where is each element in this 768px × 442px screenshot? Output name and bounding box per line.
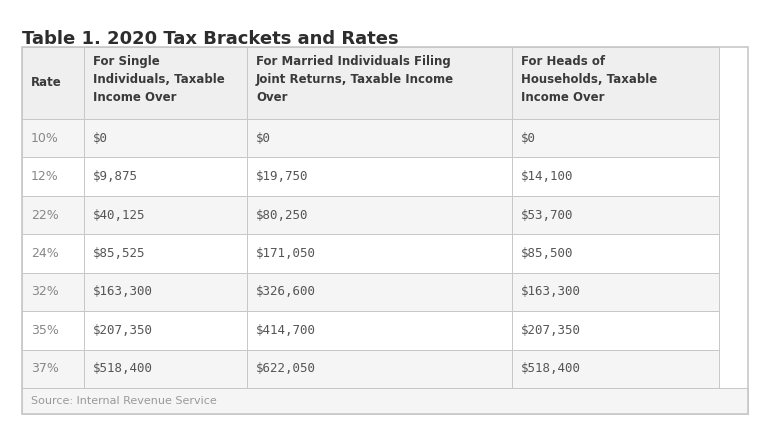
Bar	[84, 311, 247, 350]
Text: $0: $0	[93, 132, 108, 145]
Bar	[512, 350, 719, 388]
Text: $0: $0	[521, 132, 536, 145]
Bar	[22, 388, 748, 414]
Bar	[247, 196, 512, 234]
Text: 10%: 10%	[31, 132, 59, 145]
Text: $518,400: $518,400	[521, 362, 581, 375]
Text: 12%: 12%	[31, 170, 58, 183]
Text: For Single
Individuals, Taxable
Income Over: For Single Individuals, Taxable Income O…	[93, 55, 224, 104]
Bar	[22, 311, 84, 350]
Text: $85,525: $85,525	[93, 247, 145, 260]
Text: For Heads of
Households, Taxable
Income Over: For Heads of Households, Taxable Income …	[521, 55, 657, 104]
Text: $414,700: $414,700	[256, 324, 316, 337]
Bar	[247, 350, 512, 388]
Text: Rate: Rate	[31, 76, 61, 89]
Bar	[512, 234, 719, 273]
Text: $622,050: $622,050	[256, 362, 316, 375]
Text: $207,350: $207,350	[93, 324, 153, 337]
Bar	[512, 119, 719, 157]
Text: 37%: 37%	[31, 362, 59, 375]
Bar	[512, 47, 719, 119]
Bar	[22, 47, 748, 414]
Text: $80,250: $80,250	[256, 209, 309, 221]
Bar	[247, 47, 512, 119]
Bar	[512, 157, 719, 196]
Bar	[512, 273, 719, 311]
Bar	[84, 119, 247, 157]
Text: $19,750: $19,750	[256, 170, 309, 183]
Text: $171,050: $171,050	[256, 247, 316, 260]
Bar	[247, 273, 512, 311]
Bar	[247, 311, 512, 350]
Bar	[22, 350, 84, 388]
Bar	[84, 273, 247, 311]
Bar	[84, 350, 247, 388]
Text: $326,600: $326,600	[256, 286, 316, 298]
Text: $85,500: $85,500	[521, 247, 574, 260]
Text: 35%: 35%	[31, 324, 59, 337]
Text: 24%: 24%	[31, 247, 58, 260]
Text: 32%: 32%	[31, 286, 58, 298]
Text: $14,100: $14,100	[521, 170, 574, 183]
Bar	[512, 311, 719, 350]
Bar	[84, 196, 247, 234]
Text: $163,300: $163,300	[521, 286, 581, 298]
Bar	[512, 196, 719, 234]
Text: $518,400: $518,400	[93, 362, 153, 375]
Bar	[247, 119, 512, 157]
Bar	[84, 157, 247, 196]
Text: For Married Individuals Filing
Joint Returns, Taxable Income
Over: For Married Individuals Filing Joint Ret…	[256, 55, 454, 104]
Bar	[84, 234, 247, 273]
Text: $207,350: $207,350	[521, 324, 581, 337]
Text: $40,125: $40,125	[93, 209, 145, 221]
Bar	[22, 234, 84, 273]
Bar	[22, 273, 84, 311]
Text: $163,300: $163,300	[93, 286, 153, 298]
Text: Source: Internal Revenue Service: Source: Internal Revenue Service	[31, 396, 217, 406]
Bar	[22, 119, 84, 157]
Bar	[247, 157, 512, 196]
Bar	[84, 47, 247, 119]
Text: Table 1. 2020 Tax Brackets and Rates: Table 1. 2020 Tax Brackets and Rates	[22, 30, 399, 48]
Bar	[22, 47, 84, 119]
Text: $53,700: $53,700	[521, 209, 574, 221]
Text: 22%: 22%	[31, 209, 58, 221]
Text: $0: $0	[256, 132, 271, 145]
Text: $9,875: $9,875	[93, 170, 137, 183]
Bar	[247, 234, 512, 273]
Bar	[22, 157, 84, 196]
Bar	[22, 196, 84, 234]
